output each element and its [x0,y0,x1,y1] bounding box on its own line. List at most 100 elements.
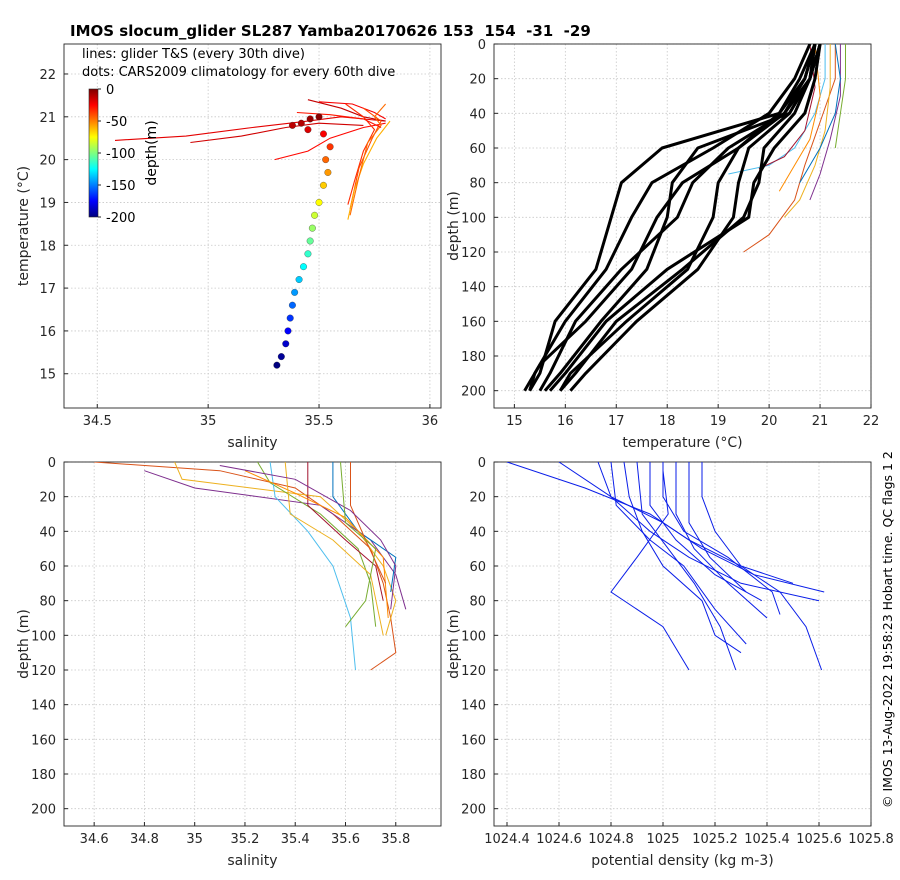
temp-xtick-label-1: 16 [557,414,574,429]
ts-cars-dot-0 [297,119,305,127]
ts-xtick-label-3: 36 [422,414,439,429]
ts-xtick-label-1: 35 [200,414,217,429]
ts-glider-line-9 [296,111,382,128]
dens-ytick-label-0: 0 [478,456,486,471]
ts-cars-dot-12 [308,224,316,232]
dens-ytick-label-10: 200 [461,803,486,818]
ts-cars-dot-5 [320,130,327,138]
temp-xtick-label-0: 15 [506,414,523,429]
dens-ytick-label-6: 120 [461,664,486,679]
sal-ytick-label-1: 20 [39,491,56,506]
sal-xtick-label-3: 35.2 [230,832,259,847]
ts-ytick-label-3: 18 [39,239,56,254]
dens-ytick-label-2: 40 [469,525,486,540]
sal-profile-10 [219,465,397,610]
dens-xtick-label-6: 1025.6 [796,832,842,847]
sal-ytick-label-3: 60 [39,560,56,575]
temp-axes: 15 16 17 18 19 20 21 22 0 20 40 60 80 100 120 140 160 180… [446,38,879,451]
dens-ytick-label-5: 100 [461,629,486,644]
ts-ytick-label-7: 22 [39,68,56,83]
temp-glider-profile-3 [834,44,846,149]
ts-ytick-label-1: 16 [39,325,56,340]
temp-glider-profile-7 [778,44,821,192]
dens-ytick-label-3: 60 [469,560,486,575]
sal-frame [63,461,442,827]
dens-profile-1 [558,462,825,593]
colorbar-tick-label-4: -200 [106,211,136,226]
dens-ylabel: depth (m) [446,609,462,679]
ts-glider-line-7 [347,120,391,220]
temp-xlabel: temperature (°C) [622,435,742,451]
ts-cars-dot-11 [311,211,319,219]
dens-profile-10 [701,462,794,584]
temp-cars-profile-5 [569,44,822,392]
dens-axes: 1024.4 1024.6 1024.8 1025 1025.2 1025.4 1025.6… [446,456,894,869]
ts-cars-dot-10 [315,198,323,206]
sal-xtick-label-1: 34.8 [130,832,159,847]
dens-profile-5 [636,462,737,671]
temp-ytick-label-8: 160 [461,315,486,330]
dens-profile-8 [675,462,768,619]
sal-ytick-label-4: 80 [39,595,56,610]
sal-xtick-label-6: 35.8 [381,832,410,847]
temp-xtick-label-5: 20 [761,414,778,429]
dens-xtick-label-4: 1025.2 [692,832,738,847]
ts-ytick-label-2: 17 [39,282,56,297]
sal-ylabel: depth (m) [16,609,32,679]
dens-frame [493,461,872,827]
sal-profile-8 [350,462,387,584]
sal-xtick-label-4: 35.4 [281,832,310,847]
dens-profile-6 [649,462,763,602]
dens-ytick-label-9: 180 [461,768,486,783]
dens-ytick-label-1: 20 [469,491,486,506]
ts-cars-dot-17 [291,288,299,296]
dens-ytick-label-4: 80 [469,595,486,610]
sal-ytick-label-9: 180 [31,768,56,783]
temp-frame [493,43,872,409]
ts-cars-dot-20 [284,327,292,335]
colorbar-label: depth(m) [144,120,160,185]
ts-xtick-label-0: 34.5 [83,414,112,429]
sal-ytick-label-10: 200 [31,803,56,818]
ts-ylabel: temperature (°C) [16,166,32,286]
dens-profile-11 [610,470,690,671]
colorbar-tick-label-2: -100 [106,147,136,162]
ts-cars-dot-9 [320,181,327,189]
dens-profile-4 [623,462,742,654]
sal-xtick-label-2: 35 [186,832,203,847]
ts-cars-dot-18 [288,301,296,309]
ts-xtick-label-2: 35.5 [305,414,334,429]
temp-xtick-label-7: 22 [863,414,880,429]
ts-cars-dot-22 [277,353,285,361]
dens-xtick-label-5: 1025.4 [744,832,790,847]
sal-ytick-label-0: 0 [48,456,56,471]
ts-cars-dot-15 [300,263,307,271]
sal-xtick-label-0: 34.6 [80,832,109,847]
temp-ytick-label-2: 40 [469,107,486,122]
dens-profile-0 [506,462,823,671]
ts-glider-line-1 [190,122,364,144]
sal-ytick-label-5: 100 [31,629,56,644]
temp-xtick-label-2: 17 [608,414,625,429]
temp-cars-profile-8 [538,44,817,392]
dens-profile-9 [688,462,747,593]
dens-profile-7 [662,462,781,615]
temp-ytick-label-1: 20 [469,73,486,88]
sal-plot-area [94,462,407,671]
ts-cars-dot-8 [324,169,332,176]
sal-profile-1 [174,462,397,636]
ts-ytick-label-5: 20 [39,154,56,169]
ts-cars-dot-13 [306,237,314,245]
dens-plot-area [506,462,825,671]
ts-axes: 34.5 35 35.5 36 15 16 17 18 19 20 21 22 salinity temp… [16,43,442,451]
colorbar [88,88,99,218]
temp-ytick-label-4: 80 [469,177,486,192]
dens-xtick-label-2: 1024.8 [588,832,634,847]
colorbar-tick-label-3: -150 [106,179,136,194]
temp-cars-profile-4 [558,44,817,392]
sal-xtick-label-5: 35.6 [331,832,360,847]
sal-ytick-label-6: 120 [31,664,56,679]
sal-profile-3 [257,462,377,627]
figure-title: IMOS slocum_glider SL287 Yamba20170626 1… [70,22,591,40]
